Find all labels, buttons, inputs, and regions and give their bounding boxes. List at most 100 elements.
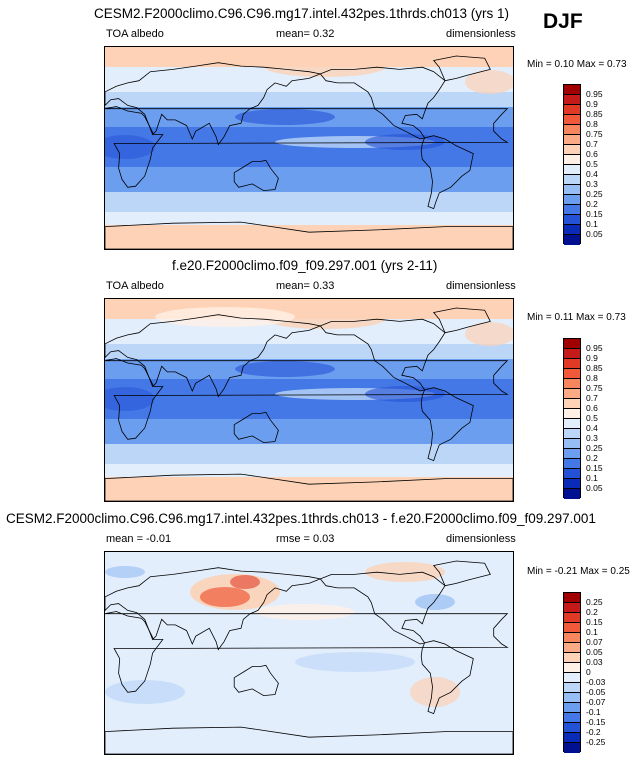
colorbar-swatch [564, 479, 580, 489]
colorbar-tick-label: -0.25 [586, 736, 606, 747]
colorbar-swatch [564, 175, 580, 185]
colorbar-swatch [564, 215, 580, 225]
colorbar-tick-label: 0.4 [586, 168, 598, 179]
colorbar-tick-label: 0.25 [586, 188, 603, 199]
season-label: DJF [543, 10, 583, 33]
colorbar-swatch [564, 469, 580, 479]
colorbar-swatch [564, 623, 580, 633]
colorbar-tick-label: 0.75 [586, 128, 603, 139]
colorbar-tick-label: -0.1 [586, 706, 601, 717]
colorbar-tick-label: 0.3 [586, 178, 598, 189]
panel-3-rmse-label: rmse = 0.03 [276, 533, 335, 545]
colorbar-tick-label: 0.7 [586, 392, 598, 403]
panel-3-map [104, 551, 514, 755]
colorbar-swatch [564, 663, 580, 673]
colorbar-tick-label: -0.07 [586, 696, 606, 707]
colorbar-swatch [564, 633, 580, 643]
colorbar-swatch [564, 349, 580, 359]
colorbar-tick-label: 0.5 [586, 412, 598, 423]
colorbar-swatch [564, 733, 580, 743]
colorbar-swatch [564, 155, 580, 165]
colorbar-tick-label: 0 [586, 666, 591, 677]
colorbar-tick-label: 0.15 [586, 616, 603, 627]
colorbar-swatch [564, 603, 580, 613]
colorbar-swatch [564, 225, 580, 235]
colorbar-swatch [564, 673, 580, 683]
colorbar-swatch [564, 235, 580, 245]
colorbar-swatch [564, 419, 580, 429]
colorbar-swatch [564, 459, 580, 469]
colorbar-swatch [564, 399, 580, 409]
panel-1-mean-label: mean= 0.32 [276, 28, 335, 40]
colorbar-tick-label: 0.85 [586, 108, 603, 119]
colorbar-swatch [564, 185, 580, 195]
colorbar-tick-label: 0.1 [586, 472, 598, 483]
colorbar-swatch [564, 439, 580, 449]
colorbar-tick-label: 0.7 [586, 138, 598, 149]
colorbar-tick-label: 0.75 [586, 382, 603, 393]
colorbar-tick-label: 0.25 [586, 442, 603, 453]
colorbar-swatch [564, 593, 580, 603]
panel-1-title: CESM2.F2000climo.C96.C96.mg17.intel.432p… [94, 6, 509, 21]
colorbar-tick-label: 0.9 [586, 352, 598, 363]
colorbar-tick-label: 0.05 [586, 646, 603, 657]
panel-2-mean-label: mean= 0.33 [276, 280, 335, 292]
colorbar-tick-label: 0.6 [586, 148, 598, 159]
colorbar-tick-label: 0.5 [586, 158, 598, 169]
colorbar-tick-label: -0.2 [586, 726, 601, 737]
panel-3-colorbar [563, 592, 581, 753]
colorbar-swatch [564, 105, 580, 115]
panel-3-map-canvas [105, 552, 513, 754]
colorbar-tick-label: 0.3 [586, 432, 598, 443]
colorbar-swatch [564, 643, 580, 653]
colorbar-swatch [564, 125, 580, 135]
panel-2-colorbar [563, 338, 581, 499]
panel-3-minmax: Min = -0.21 Max = 0.25 [527, 566, 630, 577]
colorbar-swatch [564, 653, 580, 663]
panel-1-colorbar-ticks: 0.95 0.9 0.85 0.8 0.75 0.7 0.6 0.5 0.4 0.3 0.25 0.2… [586, 84, 626, 244]
colorbar-tick-label: 0.07 [586, 636, 603, 647]
colorbar-tick-label: 0.2 [586, 606, 598, 617]
colorbar-tick-label: 0.2 [586, 452, 598, 463]
colorbar-swatch [564, 389, 580, 399]
colorbar-tick-label: 0.8 [586, 372, 598, 383]
colorbar-swatch [564, 449, 580, 459]
colorbar-tick-label: 0.9 [586, 98, 598, 109]
colorbar-swatch [564, 205, 580, 215]
panel-2-colorbar-ticks: 0.95 0.9 0.85 0.8 0.75 0.7 0.6 0.5 0.4 0.3 0.25 0.2… [586, 338, 626, 498]
colorbar-tick-label: -0.03 [586, 676, 606, 687]
colorbar-tick-label: 0.6 [586, 402, 598, 413]
colorbar-tick-label: 0.2 [586, 198, 598, 209]
colorbar-tick-label: 0.95 [586, 342, 603, 353]
colorbar-swatch [564, 429, 580, 439]
colorbar-tick-label: 0.85 [586, 362, 603, 373]
panel-3-mean-label: mean = -0.01 [106, 533, 172, 545]
colorbar-swatch [564, 693, 580, 703]
colorbar-tick-label: 0.15 [586, 208, 603, 219]
colorbar-tick-label: 0.95 [586, 88, 603, 99]
colorbar-swatch [564, 135, 580, 145]
colorbar-swatch [564, 613, 580, 623]
panel-1-map-canvas [105, 47, 513, 249]
colorbar-swatch [564, 703, 580, 713]
colorbar-tick-label: 0.25 [586, 596, 603, 607]
panel-2-minmax: Min = 0.11 Max = 0.73 [527, 312, 626, 323]
colorbar-swatch [564, 369, 580, 379]
colorbar-swatch [564, 339, 580, 349]
panel-3-title: CESM2.F2000climo.C96.C96.mg17.intel.432p… [6, 511, 596, 526]
colorbar-swatch [564, 165, 580, 175]
colorbar-tick-label: 0.8 [586, 118, 598, 129]
colorbar-swatch [564, 85, 580, 95]
panel-2-variable-label: TOA albedo [106, 280, 164, 292]
colorbar-tick-label: -0.05 [586, 686, 606, 697]
colorbar-tick-label: 0.4 [586, 422, 598, 433]
colorbar-swatch [564, 195, 580, 205]
colorbar-swatch [564, 145, 580, 155]
panel-1-map [104, 46, 514, 250]
colorbar-swatch [564, 683, 580, 693]
colorbar-tick-label: -0.15 [586, 716, 606, 727]
colorbar-swatch [564, 379, 580, 389]
panel-2-title: f.e20.F2000climo.f09_f09.297.001 (yrs 2-… [172, 258, 438, 273]
colorbar-swatch [564, 115, 580, 125]
colorbar-swatch [564, 713, 580, 723]
